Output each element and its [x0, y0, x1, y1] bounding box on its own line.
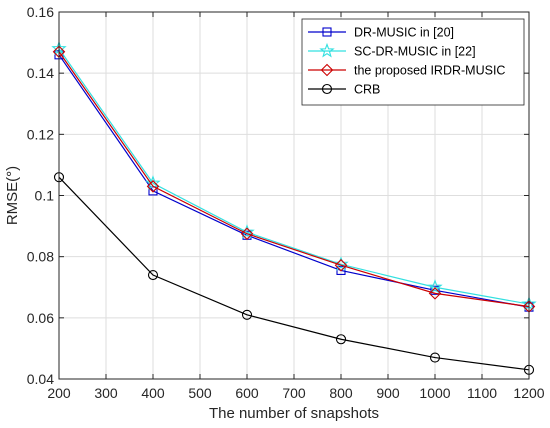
legend-label: the proposed IRDR-MUSIC — [354, 64, 505, 78]
x-tick-label: 200 — [47, 385, 71, 401]
y-axis-label: RMSE(°) — [4, 166, 21, 225]
x-tick-label: 1100 — [467, 385, 497, 401]
data-point — [147, 269, 159, 281]
legend-entry: the proposed IRDR-MUSIC — [308, 64, 505, 78]
y-tick-label: 0.04 — [27, 371, 54, 387]
data-point — [240, 227, 254, 241]
series-line — [58, 51, 530, 308]
y-tick-label: 0.1 — [35, 188, 55, 204]
y-tick-label: 0.08 — [27, 249, 54, 265]
legend-marker — [322, 27, 332, 37]
x-tick-label: 1200 — [513, 385, 544, 401]
data-point — [428, 287, 442, 300]
legend-entry: SC-DR-MUSIC in [22] — [308, 42, 476, 59]
x-axis-label: The number of snapshots — [209, 405, 379, 422]
x-tick-label: 1000 — [419, 385, 450, 401]
y-tick-label: 0.12 — [27, 126, 54, 142]
legend-marker — [321, 83, 333, 95]
data-point — [429, 352, 441, 363]
y-tick-label: 0.14 — [27, 65, 54, 81]
data-point — [335, 334, 347, 345]
series-line — [58, 54, 530, 308]
data-point — [427, 279, 443, 294]
x-tick-label: 600 — [235, 385, 259, 401]
data-point — [239, 224, 255, 239]
axis-ticks: 200 300 400 500 600 700 800 900 1000 1100 1200 0.04… — [27, 4, 545, 401]
y-tick-label: 0.16 — [27, 4, 54, 20]
legend-marker — [320, 63, 334, 77]
x-tick-label: 900 — [376, 385, 400, 401]
data-point — [430, 285, 440, 295]
legend-marker — [319, 42, 335, 58]
legend: DR-MUSIC in [20] SC-DR-MUSIC in [22] the p… — [301, 18, 525, 106]
data-point — [333, 256, 349, 271]
series-line — [58, 176, 530, 371]
legend-label: SC-DR-MUSIC in [22] — [354, 45, 476, 59]
legend-entry: CRB — [308, 83, 380, 97]
x-tick-label: 700 — [282, 385, 306, 401]
x-tick-label: 400 — [141, 385, 165, 401]
data-point — [146, 180, 160, 193]
legend-label: DR-MUSIC in [20] — [354, 26, 454, 40]
y-tick-label: 0.06 — [27, 310, 54, 326]
legend-box — [301, 18, 525, 106]
data-point — [334, 258, 348, 272]
legend-label: CRB — [354, 83, 380, 97]
series-2 — [52, 45, 536, 313]
series-line — [58, 48, 530, 305]
x-tick-label: 800 — [329, 385, 353, 401]
legend-entry: DR-MUSIC in [20] — [308, 26, 454, 40]
x-tick-label: 300 — [94, 385, 118, 401]
x-tick-label: 500 — [188, 385, 212, 401]
data-point — [241, 309, 253, 320]
